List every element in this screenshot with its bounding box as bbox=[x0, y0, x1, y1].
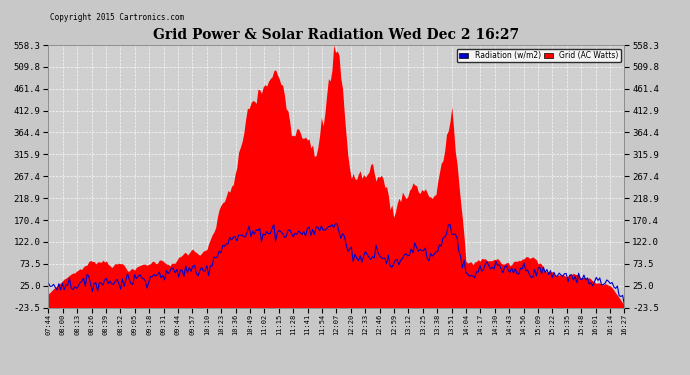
Text: Copyright 2015 Cartronics.com: Copyright 2015 Cartronics.com bbox=[50, 13, 184, 22]
Title: Grid Power & Solar Radiation Wed Dec 2 16:27: Grid Power & Solar Radiation Wed Dec 2 1… bbox=[153, 28, 520, 42]
Legend: Radiation (w/m2), Grid (AC Watts): Radiation (w/m2), Grid (AC Watts) bbox=[457, 49, 620, 62]
